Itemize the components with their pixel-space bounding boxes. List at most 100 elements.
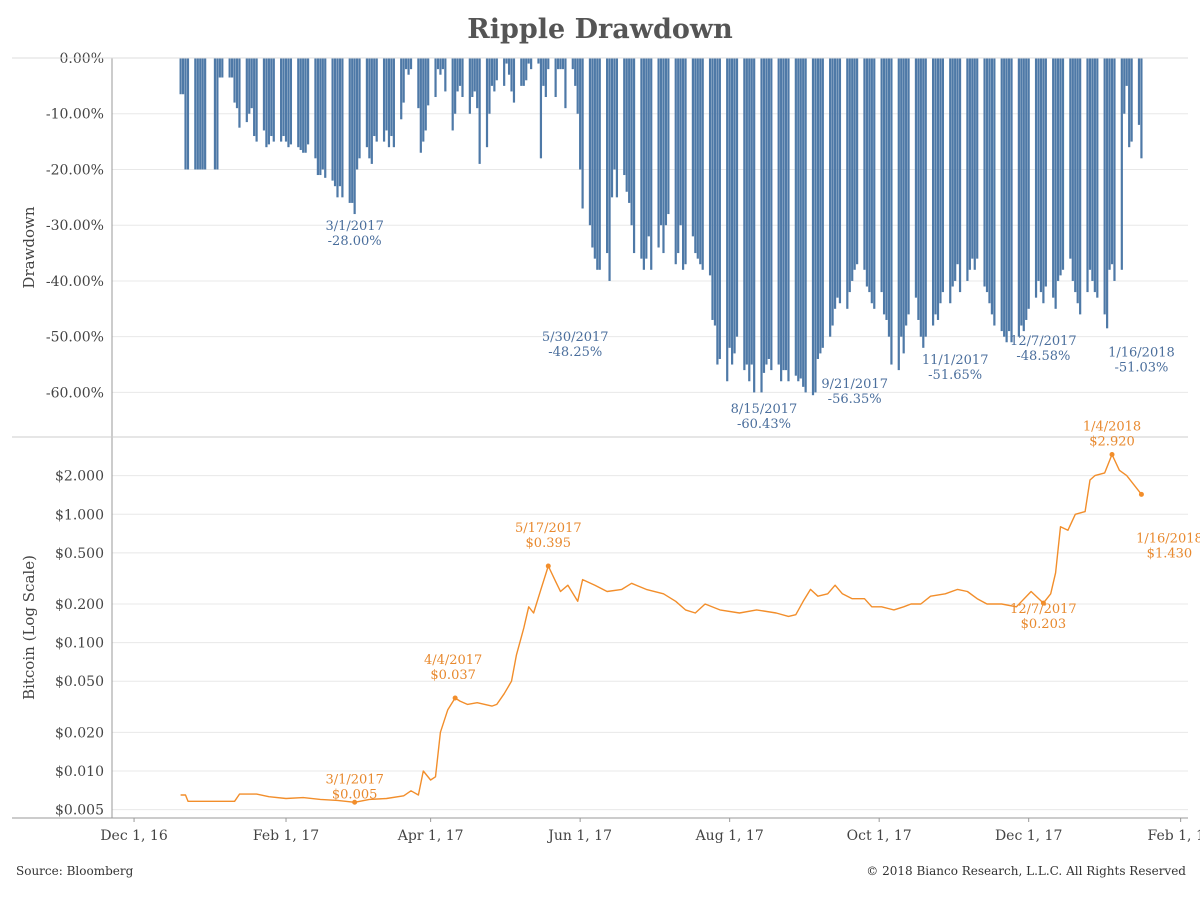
- footer-source: Source: Bloomberg: [16, 864, 134, 878]
- drawdown-bar: [973, 58, 976, 270]
- drawdown-bar: [750, 58, 753, 365]
- drawdown-bar: [628, 58, 631, 203]
- drawdown-bar: [1020, 58, 1023, 326]
- drawdown-bar: [642, 58, 645, 270]
- drawdown-bar: [490, 58, 494, 86]
- drawdown-bar: [735, 58, 739, 337]
- drawdown-bar: [711, 58, 714, 320]
- drawdown-bar: [819, 58, 822, 354]
- drawdown-axis-label: Drawdown: [20, 206, 38, 288]
- drawdown-bar: [1059, 58, 1062, 276]
- drawdown-bar: [949, 58, 952, 304]
- drawdown-bar: [434, 58, 437, 98]
- drawdown-bar: [478, 58, 481, 164]
- drawdown-bar: [696, 58, 699, 259]
- drawdown-tick-label: -60.00%: [46, 385, 104, 401]
- drawdown-annotation-value: -28.00%: [328, 234, 382, 249]
- drawdown-bar: [667, 58, 670, 215]
- drawdown-bar: [235, 58, 239, 109]
- drawdown-bar: [664, 58, 668, 226]
- drawdown-bar: [787, 58, 790, 382]
- drawdown-bar: [385, 58, 388, 131]
- drawdown-bar: [297, 58, 300, 148]
- drawdown-bar: [444, 58, 447, 92]
- drawdown-bar: [306, 58, 310, 145]
- drawdown-bar: [319, 58, 322, 176]
- drawdown-bar: [368, 58, 371, 159]
- drawdown-bar: [897, 58, 900, 371]
- drawdown-bar: [971, 58, 974, 259]
- drawdown-bar: [204, 58, 207, 170]
- drawdown-bar: [233, 58, 236, 103]
- drawdown-bar: [684, 58, 687, 265]
- drawdown-bar: [1113, 58, 1116, 281]
- drawdown-bar: [321, 58, 324, 170]
- drawdown-annotation-date: 3/1/2017: [325, 219, 383, 234]
- drawdown-bar: [495, 58, 498, 81]
- drawdown-bar: [216, 58, 219, 170]
- drawdown-bar: [373, 58, 376, 137]
- drawdown-bar: [201, 58, 204, 170]
- drawdown-bar: [659, 58, 663, 226]
- drawdown-bar: [1093, 58, 1096, 293]
- drawdown-bar: [461, 58, 464, 98]
- drawdown-bar: [402, 58, 405, 103]
- bitcoin-tick-label: $1.000: [55, 507, 104, 523]
- drawdown-bar: [870, 58, 873, 304]
- drawdown-bar: [880, 58, 883, 293]
- drawdown-bar: [931, 58, 935, 326]
- bitcoin-tick-label: $2.000: [55, 469, 104, 485]
- drawdown-bar: [1096, 58, 1099, 298]
- drawdown-bar: [505, 58, 508, 64]
- drawdown-bar: [799, 58, 802, 379]
- drawdown-bar: [458, 58, 462, 86]
- drawdown-bar: [833, 58, 837, 309]
- drawdown-bar: [262, 58, 266, 131]
- drawdown-annotation-value: -56.35%: [828, 392, 882, 407]
- drawdown-bar: [914, 58, 918, 298]
- drawdown-bar: [954, 58, 957, 281]
- drawdown-tick-label: -10.00%: [46, 107, 104, 123]
- axes: 0.00% -10.00% -20.00% -30.00% -40.00% -50.00%…: [12, 51, 1200, 844]
- drawdown-bar: [213, 58, 217, 170]
- drawdown-bar: [324, 58, 327, 178]
- bitcoin-annotation-date: 12/7/2017: [1010, 602, 1077, 617]
- drawdown-bar: [968, 58, 971, 270]
- drawdown-bar: [571, 58, 574, 70]
- bitcoin-tick-label: $0.020: [55, 725, 104, 741]
- drawdown-bar: [284, 58, 288, 142]
- bitcoin-tick-label: $0.050: [55, 674, 104, 690]
- drawdown-bar: [760, 58, 763, 393]
- bitcoin-annotation-value: $0.005: [332, 787, 378, 802]
- bitcoin-tick-label: $0.500: [55, 546, 104, 562]
- drawdown-bar: [831, 58, 834, 326]
- drawdown-bar: [331, 58, 334, 181]
- drawdown-bar: [194, 58, 197, 170]
- drawdown-annotation-date: 8/15/2017: [731, 402, 798, 417]
- drawdown-bar: [632, 58, 636, 254]
- drawdown-bar: [951, 58, 954, 287]
- drawdown-bar: [846, 58, 849, 309]
- x-tick-label: Dec 1, 16: [100, 828, 168, 844]
- drawdown-bar: [681, 58, 685, 270]
- drawdown-bar: [561, 58, 565, 70]
- drawdown-bar: [1091, 58, 1094, 281]
- drawdown-annotation-value: -51.03%: [1114, 360, 1168, 375]
- drawdown-bar: [539, 58, 543, 159]
- drawdown-annotation-value: -48.58%: [1016, 349, 1070, 364]
- drawdown-bar: [919, 58, 922, 337]
- drawdown-bar: [1025, 58, 1028, 320]
- drawdown-bar: [588, 58, 592, 226]
- drawdown-bar: [1110, 58, 1114, 265]
- drawdown-bar: [1007, 58, 1011, 332]
- drawdown-bar: [439, 58, 442, 75]
- drawdown-bar: [184, 58, 187, 170]
- drawdown-bar: [814, 58, 817, 393]
- bitcoin-annotation-marker: [1138, 491, 1144, 497]
- bitcoin-annotation-date: 5/17/2017: [515, 521, 582, 536]
- x-tick-label: Feb 1, 17: [253, 828, 319, 844]
- drawdown-bar: [280, 58, 283, 142]
- drawdown-bar: [1130, 58, 1133, 142]
- drawdown-bar: [245, 58, 248, 123]
